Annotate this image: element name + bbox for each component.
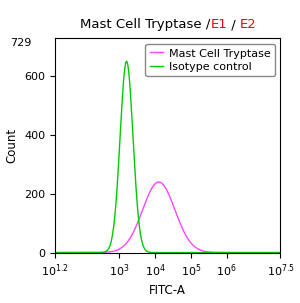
Text: 729: 729 — [10, 38, 31, 48]
Mast Cell Tryptase — [196, 247, 200, 251]
Isotype control — [64, 251, 68, 255]
Isotype control — [187, 251, 190, 255]
Mast Cell Tryptase — [64, 251, 68, 255]
Isotype control — [220, 251, 224, 255]
Mast Cell Tryptase — [53, 251, 57, 255]
Isotype control — [196, 251, 200, 255]
Isotype control — [53, 251, 57, 255]
Text: E2: E2 — [239, 18, 256, 31]
Mast Cell Tryptase — [135, 223, 138, 227]
Isotype control — [135, 195, 138, 198]
Mast Cell Tryptase — [220, 251, 224, 254]
Y-axis label: Count: Count — [6, 128, 19, 163]
Legend: Mast Cell Tryptase, Isotype control: Mast Cell Tryptase, Isotype control — [146, 44, 275, 76]
Text: E1: E1 — [211, 18, 227, 31]
X-axis label: FITC-A: FITC-A — [149, 285, 186, 298]
Mast Cell Tryptase — [187, 238, 190, 241]
Mast Cell Tryptase — [232, 251, 236, 255]
Mast Cell Tryptase — [279, 251, 282, 255]
Line: Isotype control: Isotype control — [55, 62, 280, 253]
Isotype control — [125, 60, 128, 63]
Isotype control — [279, 251, 282, 255]
Mast Cell Tryptase — [157, 180, 160, 184]
Text: /: / — [227, 18, 240, 31]
Line: Mast Cell Tryptase: Mast Cell Tryptase — [55, 182, 280, 253]
Text: Mast Cell Tryptase /: Mast Cell Tryptase / — [80, 18, 214, 31]
Isotype control — [232, 251, 236, 255]
